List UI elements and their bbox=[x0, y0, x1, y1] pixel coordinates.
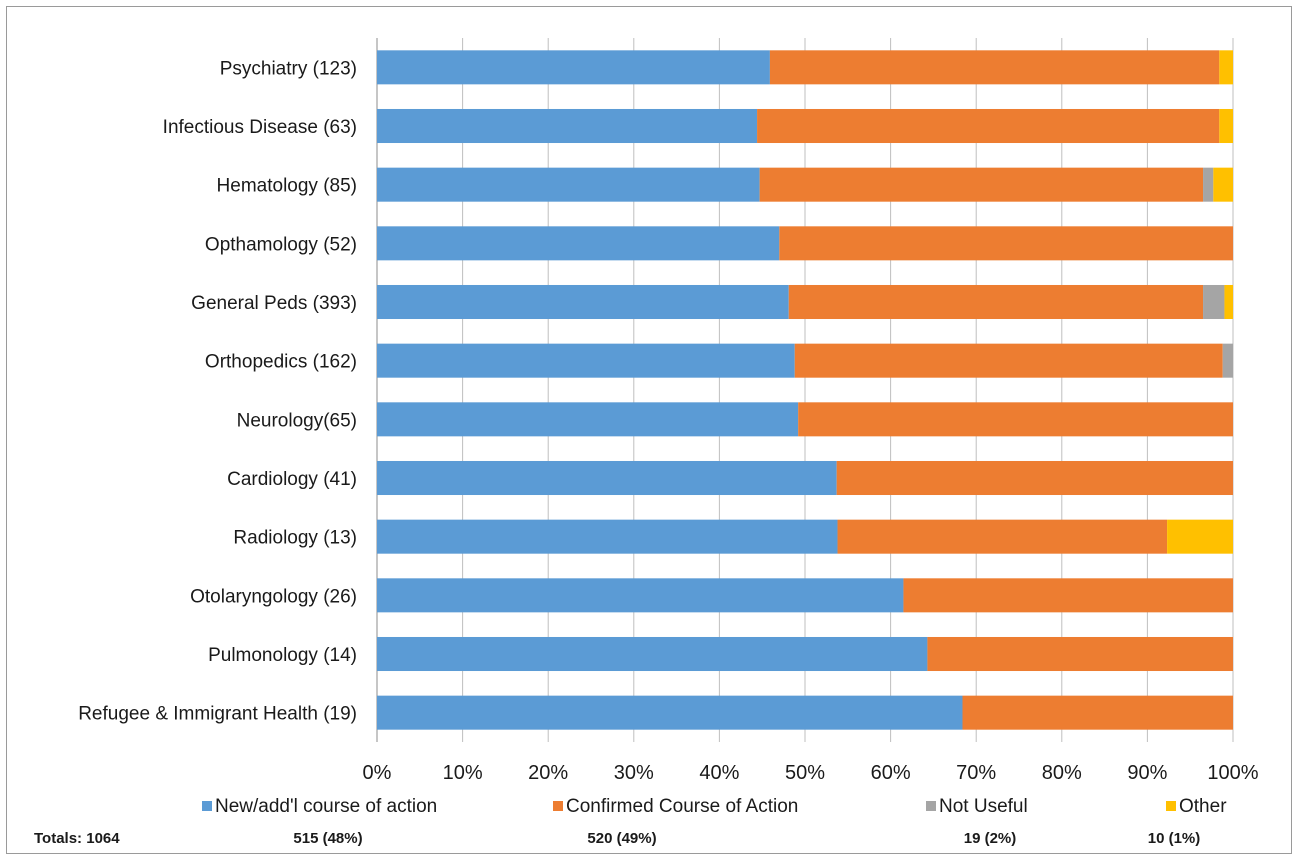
bar-segment bbox=[836, 460, 1233, 496]
category-label: Infectious Disease (63) bbox=[163, 117, 357, 138]
bar-segment bbox=[377, 343, 795, 378]
bar-segment bbox=[1213, 167, 1233, 202]
legend-label: Not Useful bbox=[939, 796, 1028, 817]
category-label: Radiology (13) bbox=[233, 528, 357, 549]
bar-segment bbox=[377, 226, 780, 261]
totals-row: Totals: 1064 515 (48%) 520 (49%) 19 (2%) 10 … bbox=[34, 830, 1200, 847]
bar-segment bbox=[377, 519, 838, 554]
totals-label: Totals: 1064 bbox=[34, 830, 120, 847]
x-tick-label: 80% bbox=[1042, 762, 1082, 784]
legend-label: Other bbox=[1179, 796, 1227, 817]
legend-swatch bbox=[926, 801, 936, 811]
category-label: Neurology(65) bbox=[237, 410, 357, 431]
bar-segment bbox=[377, 460, 837, 496]
bar-segment bbox=[837, 519, 1168, 554]
bar-segment bbox=[927, 636, 1233, 672]
totals-value: 19 (2%) bbox=[964, 830, 1017, 847]
x-tick-label: 30% bbox=[614, 762, 654, 784]
bar-segment bbox=[377, 108, 758, 144]
legend: New/add'l course of action Confirmed Cour… bbox=[202, 796, 1227, 817]
bar-segment bbox=[798, 402, 1233, 437]
category-label: Cardiology (41) bbox=[227, 469, 357, 490]
bar-segment bbox=[757, 108, 1220, 144]
bar-segment bbox=[794, 343, 1223, 378]
category-label: Otolaryngology (26) bbox=[190, 586, 357, 607]
bar-segment bbox=[779, 226, 1233, 261]
bar-segment bbox=[759, 167, 1204, 202]
category-label: Pulmonology (14) bbox=[208, 645, 357, 666]
bar-segment bbox=[962, 695, 1233, 730]
bar-segment bbox=[1219, 108, 1233, 144]
bar-segment bbox=[377, 167, 760, 202]
legend-swatch bbox=[202, 801, 212, 811]
legend-label: New/add'l course of action bbox=[215, 796, 437, 817]
legend-swatch bbox=[1166, 801, 1176, 811]
bar-segment bbox=[1203, 284, 1225, 320]
grid-lines bbox=[376, 38, 1234, 742]
bar-segment bbox=[377, 402, 799, 437]
x-tick-label: 0% bbox=[363, 762, 392, 784]
bar-segment bbox=[1222, 343, 1233, 378]
legend-swatch bbox=[553, 801, 563, 811]
x-tick-label: 20% bbox=[528, 762, 568, 784]
x-tick-label: 10% bbox=[443, 762, 483, 784]
category-label: Refugee & Immigrant Health (19) bbox=[78, 704, 357, 725]
bars bbox=[377, 50, 1233, 730]
bar-segment bbox=[903, 578, 1233, 613]
x-tick-label: 90% bbox=[1127, 762, 1167, 784]
totals-value: 520 (49%) bbox=[587, 830, 656, 847]
x-tick-label: 60% bbox=[871, 762, 911, 784]
x-tick-label: 50% bbox=[785, 762, 825, 784]
x-tick-label: 40% bbox=[699, 762, 739, 784]
category-label: Hematology (85) bbox=[217, 176, 357, 197]
category-labels: Psychiatry (123) Infectious Disease (63) H… bbox=[78, 58, 357, 724]
bar-segment bbox=[1219, 50, 1233, 85]
bar-segment bbox=[377, 50, 770, 85]
category-label: Psychiatry (123) bbox=[220, 58, 357, 79]
totals-value: 515 (48%) bbox=[293, 830, 362, 847]
totals-value: 10 (1%) bbox=[1148, 830, 1201, 847]
x-tick-label: 100% bbox=[1207, 762, 1258, 784]
category-label: Orthopedics (162) bbox=[205, 352, 357, 373]
bar-segment bbox=[377, 578, 904, 613]
bar-segment bbox=[1203, 167, 1214, 202]
bar-segment bbox=[769, 50, 1220, 85]
x-tick-label: 70% bbox=[956, 762, 996, 784]
x-tick-labels: 0% 10% 20% 30% 40% 50% 60% 70% 80% 90% 100% bbox=[363, 762, 1259, 784]
bar-segment bbox=[1167, 519, 1233, 554]
bar-segment bbox=[377, 284, 789, 320]
bar-segment bbox=[788, 284, 1204, 320]
legend-label: Confirmed Course of Action bbox=[566, 796, 798, 817]
bar-segment bbox=[1224, 284, 1233, 320]
category-label: Opthamology (52) bbox=[205, 234, 357, 255]
category-label: General Peds (393) bbox=[191, 293, 357, 314]
bar-segment bbox=[377, 695, 963, 730]
bar-segment bbox=[377, 636, 928, 672]
